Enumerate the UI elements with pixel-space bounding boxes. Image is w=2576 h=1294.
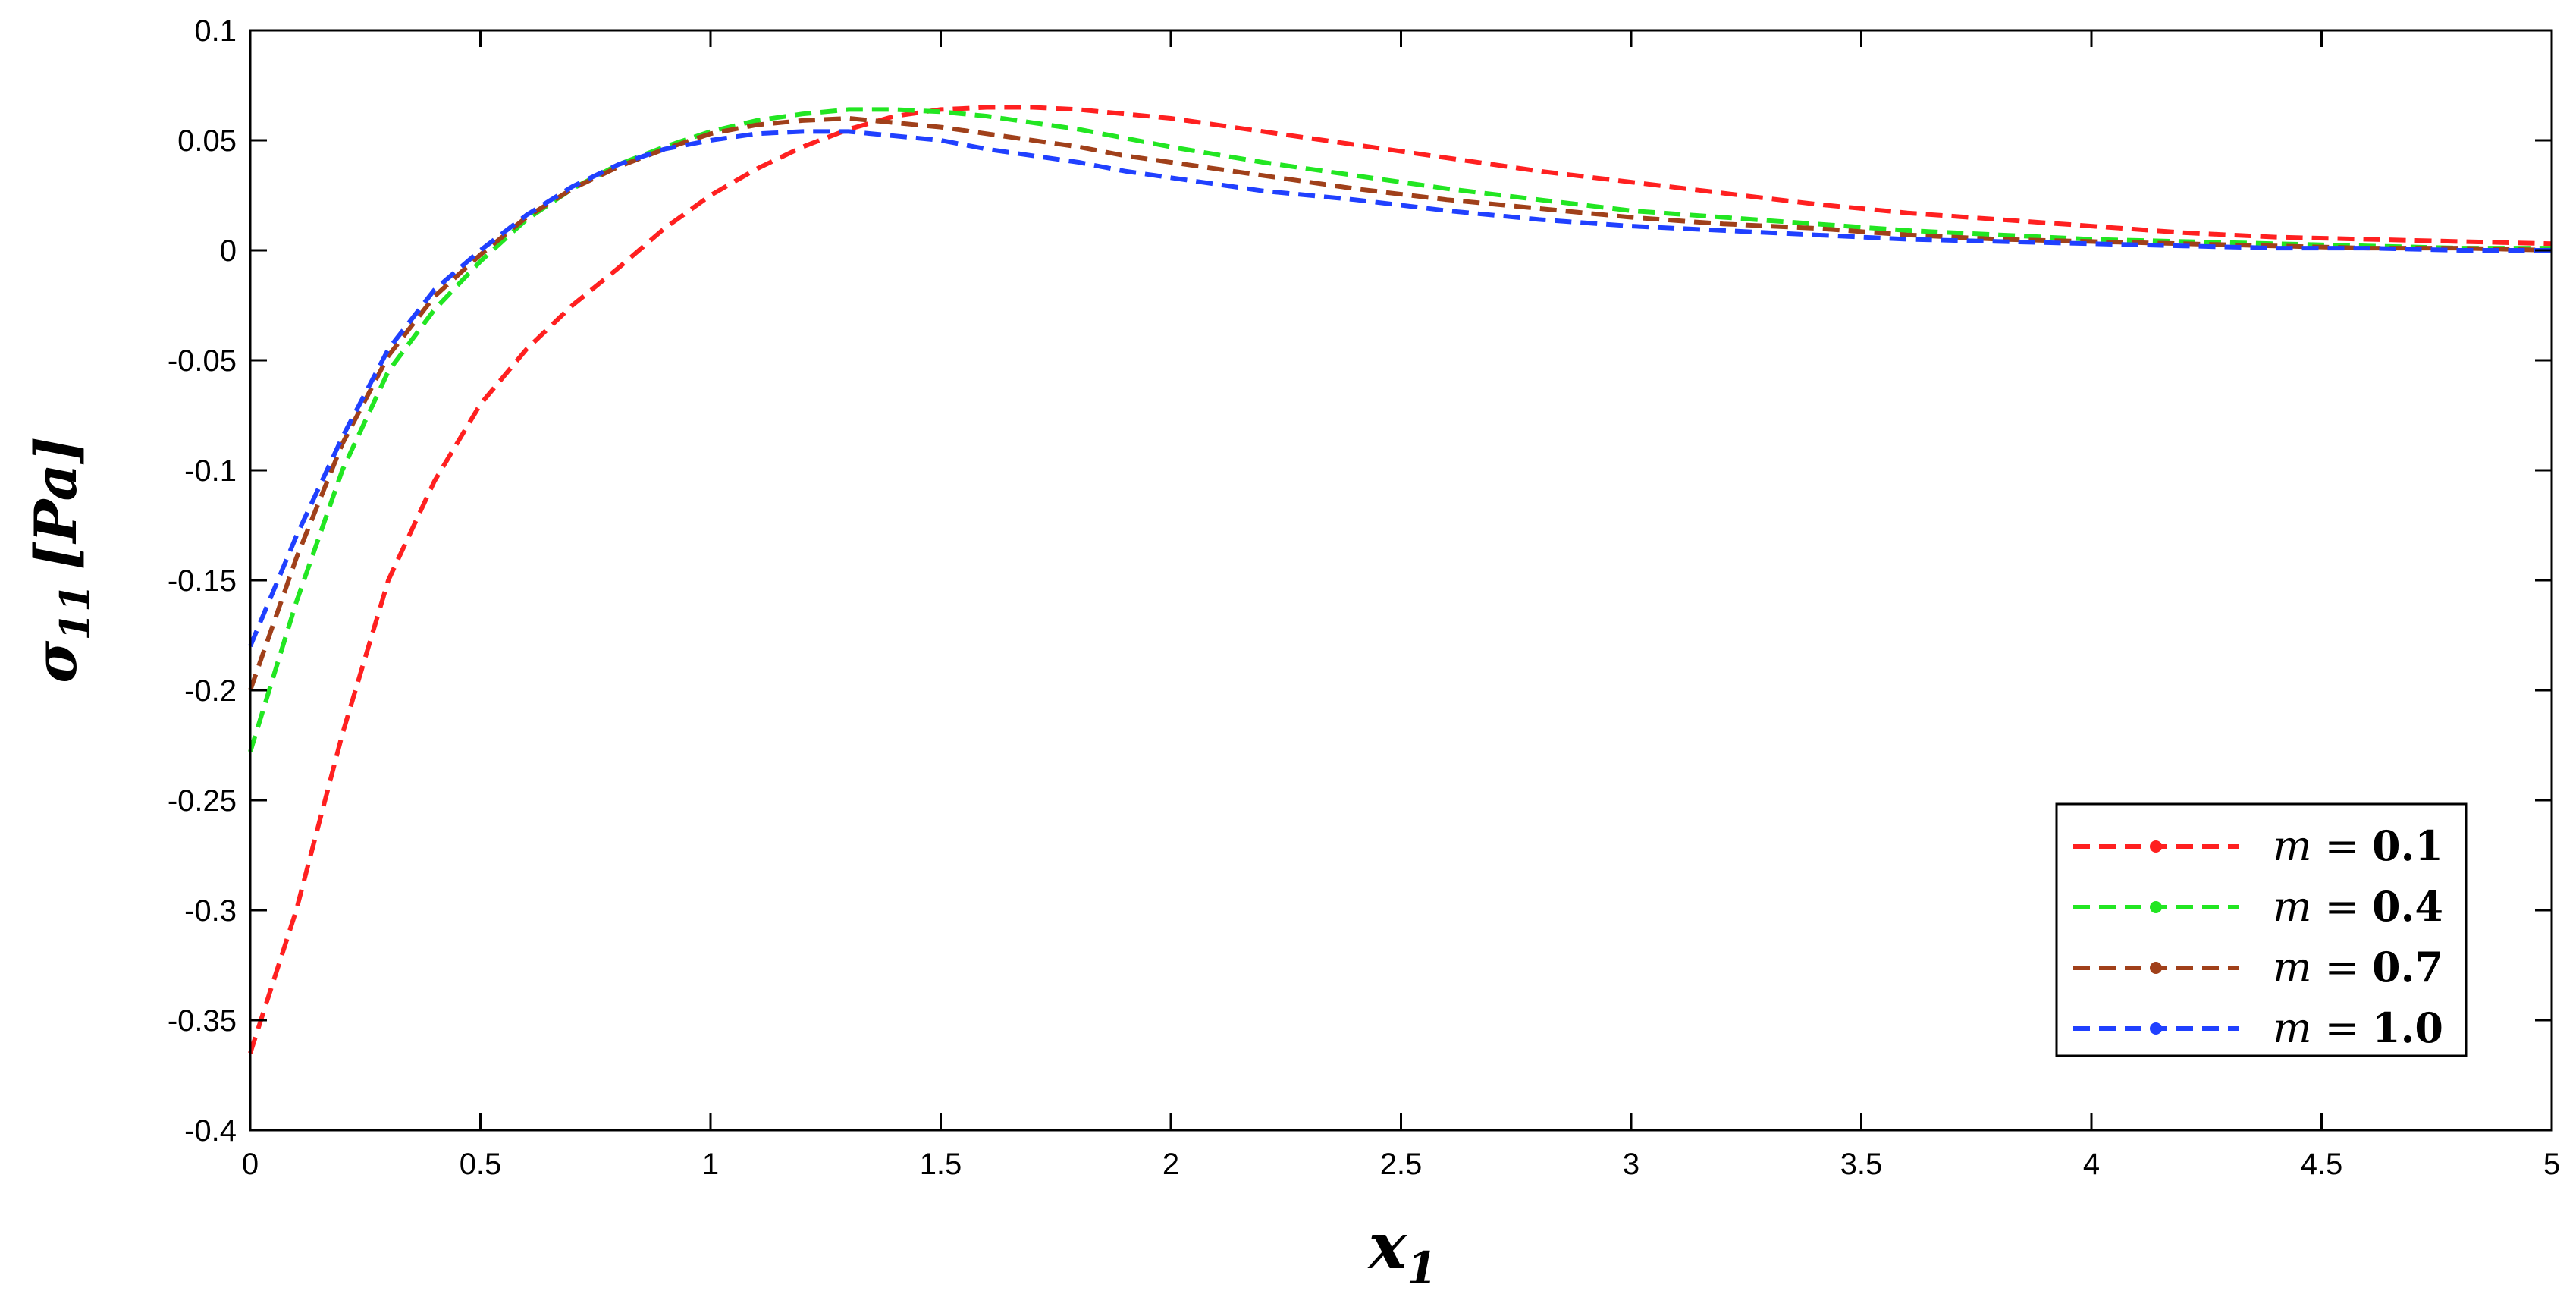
legend-label: m = 0.4 (2273, 882, 2443, 931)
legend-label-eq: = (2311, 1004, 2372, 1052)
legend-label: m = 1.0 (2273, 1003, 2443, 1052)
x-tick-label: 3.5 (1840, 1148, 1883, 1181)
x-tick-label: 0.5 (460, 1148, 502, 1181)
y-tick-label: -0.1 (184, 454, 237, 488)
legend-label: m = 0.1 (2273, 821, 2443, 870)
y-tick-label: -0.4 (184, 1114, 237, 1148)
legend-label-eq: = (2311, 883, 2372, 931)
legend-marker (2150, 962, 2162, 974)
legend-label-value: 0.1 (2372, 821, 2443, 870)
y-tick-label: 0 (220, 234, 237, 268)
legend-label-eq: = (2311, 822, 2372, 870)
y-axis-title: σ11 [Pa] (22, 436, 99, 683)
legend-entry-1: m = 0.1 (2073, 821, 2443, 870)
series-line-2 (248, 107, 2552, 753)
legend-label-value: 0.4 (2372, 882, 2443, 931)
y-tick-label: -0.35 (168, 1004, 237, 1038)
legend-marker (2150, 840, 2162, 853)
legend-marker (2150, 901, 2162, 913)
legend-label-eq: = (2311, 944, 2372, 991)
legend-entry-2: m = 0.4 (2073, 882, 2443, 931)
legend-label-var: m (2273, 822, 2311, 870)
y-tick-label: -0.15 (168, 564, 237, 598)
legend: m = 0.1m = 0.4m = 0.7m = 1.0 (2055, 802, 2468, 1057)
x-axis-subscript: 1 (1407, 1242, 1437, 1294)
x-tick-label: 2 (1162, 1148, 1179, 1181)
y-tick-label: -0.25 (168, 784, 237, 818)
legend-label-var: m (2273, 883, 2311, 931)
series-layer (248, 105, 2552, 1054)
y-axis-subscript: 11 (51, 584, 99, 641)
y-tick-label: 0.1 (194, 14, 237, 48)
ticks-layer: 0 0.5 1 1.5 2 2.5 3 3.5 4 4.5 5 0.1 0.05 0 -0.05 -0.1 -0… (168, 14, 2560, 1181)
legend-marker (2150, 1022, 2162, 1035)
y-axis-unit: [Pa] (22, 436, 89, 570)
legend-label-value: 0.7 (2372, 943, 2443, 991)
series-line-4 (248, 129, 2552, 648)
y-tick-label: -0.2 (184, 674, 237, 708)
x-tick-label: 4 (2083, 1148, 2100, 1181)
x-tick-label: 4.5 (2301, 1148, 2343, 1181)
series-line-3 (248, 116, 2552, 691)
x-tick-label: 0 (242, 1148, 259, 1181)
y-tick-label: -0.05 (168, 344, 237, 378)
x-tick-label: 5 (2543, 1148, 2560, 1181)
x-axis-symbol: x (1367, 1208, 1407, 1283)
legend-label: m = 0.7 (2273, 943, 2443, 991)
legend-label-var: m (2273, 1004, 2311, 1052)
x-tick-label: 3 (1623, 1148, 1639, 1181)
y-tick-label: -0.3 (184, 894, 237, 928)
x-axis-title: x1 (1367, 1208, 1437, 1294)
x-tick-label: 1.5 (920, 1148, 962, 1181)
legend-entry-4: m = 1.0 (2073, 1003, 2443, 1052)
y-axis-symbol: σ (22, 640, 89, 683)
x-tick-label: 1 (702, 1148, 719, 1181)
x-tick-label: 2.5 (1380, 1148, 1423, 1181)
legend-label-var: m (2273, 944, 2311, 991)
series-line-1 (248, 105, 2552, 1054)
legend-label-value: 1.0 (2372, 1003, 2443, 1052)
y-tick-label: 0.05 (177, 124, 237, 158)
legend-entry-3: m = 0.7 (2073, 943, 2443, 991)
